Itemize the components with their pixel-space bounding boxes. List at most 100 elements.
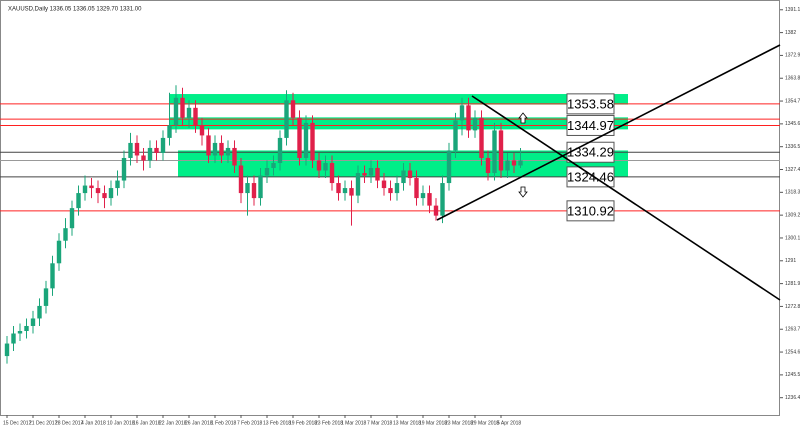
candle-body: [212, 142, 218, 156]
candle-body: [199, 125, 205, 136]
candle-body: [167, 125, 172, 138]
x-tick-label: 7 Feb 2018: [237, 420, 263, 426]
candle-body: [30, 318, 36, 326]
candle-body: [362, 173, 367, 176]
candle-body: [336, 183, 341, 194]
y-tick-label: 1354.7: [785, 98, 800, 104]
candle-body: [225, 147, 231, 156]
candle-body: [271, 162, 276, 169]
candle-body: [219, 142, 224, 156]
candle-body: [121, 157, 127, 181]
candle-body: [511, 160, 517, 166]
candle-body: [368, 168, 374, 176]
candle-body: [180, 97, 185, 118]
x-tick-label: 13 Mar 2018: [393, 420, 421, 426]
y-tick-label: 1300.1: [785, 235, 800, 241]
zone: [170, 94, 628, 105]
candle-body: [69, 208, 75, 229]
x-tick-label: 7 Mar 2018: [367, 420, 393, 426]
candle-body: [394, 183, 400, 194]
candle-body: [505, 160, 510, 171]
candle-body: [427, 193, 432, 206]
candle-body: [154, 147, 159, 153]
chart-title: XAUUSD,Daily 1336.05 1336.05 1329.70 133…: [8, 7, 142, 13]
candle-body: [160, 137, 166, 153]
candle-body: [89, 185, 94, 189]
candle-body: [316, 160, 322, 171]
candle-body: [258, 175, 263, 199]
y-tick-label: 1272.8: [785, 304, 800, 310]
y-tick-label: 1309.2: [785, 212, 800, 218]
candle-body: [492, 130, 497, 174]
x-tick-label: 1 Mar 2018: [341, 420, 367, 426]
y-tick-label: 1291: [785, 258, 796, 264]
candle-body: [37, 305, 42, 319]
x-tick-label: 16 Jan 2018: [133, 420, 161, 426]
candle-body: [440, 183, 445, 216]
candle-body: [108, 188, 114, 199]
candle-body: [297, 117, 302, 158]
x-tick-label: 29 Mar 2018: [471, 420, 499, 426]
candle-body: [186, 107, 192, 118]
y-tick-label: 1263.7: [785, 327, 800, 333]
x-tick-label: 23 Mar 2018: [445, 420, 473, 426]
candle-body: [24, 325, 29, 331]
candle-body: [290, 100, 296, 118]
candle-body: [472, 117, 478, 131]
x-tick-label: 4 Jan 2018: [81, 420, 106, 426]
x-tick-label: 5 Apr 2018: [497, 420, 521, 426]
x-tick-label: 26 Jan 2018: [185, 420, 213, 426]
candle-body: [446, 150, 452, 184]
candle-body: [303, 122, 309, 158]
candle-body: [50, 263, 55, 289]
y-tick-label: 1336.5: [785, 144, 800, 150]
candle-body: [115, 180, 120, 189]
candle-body: [329, 162, 335, 184]
candle-body: [141, 155, 146, 161]
candle-body: [264, 168, 270, 176]
x-tick-label: 23 Feb 2018: [315, 420, 343, 426]
x-tick-label: 22 Jan 2018: [159, 420, 187, 426]
candle-body: [375, 168, 380, 181]
candle-body: [323, 162, 328, 171]
candle-body: [518, 160, 523, 166]
candle-body: [245, 183, 250, 194]
candle-body: [310, 122, 315, 161]
y-tick-label: 1345.6: [785, 121, 800, 127]
y-tick-label: 1281.9: [785, 281, 800, 287]
candle-body: [459, 105, 465, 121]
candle-body: [134, 142, 140, 156]
y-tick-label: 1327.4: [785, 167, 800, 173]
candle-body: [433, 205, 439, 216]
candle-body: [193, 107, 198, 126]
level-label: 1310.92: [567, 203, 614, 218]
y-tick-label: 1236.4: [785, 395, 800, 401]
candle-body: [147, 147, 153, 161]
candle-body: [76, 193, 81, 209]
candle-body: [381, 180, 387, 189]
candle-body: [414, 178, 419, 199]
y-tick-label: 1382: [785, 30, 796, 36]
candle-body: [342, 188, 348, 194]
candle-body: [453, 120, 458, 151]
y-tick-label: 1391.1: [785, 7, 800, 13]
candle-body: [277, 137, 283, 163]
candle-body: [420, 193, 426, 199]
candle-body: [407, 170, 413, 179]
x-tick-label: 28 Dec 2017: [55, 420, 84, 426]
candle-body: [485, 157, 491, 174]
candle-body: [173, 97, 179, 126]
candle-body: [251, 183, 257, 199]
candle-body: [11, 333, 16, 344]
x-tick-label: 15 Dec 2017: [3, 420, 32, 426]
candle-body: [238, 165, 244, 194]
candle-body: [401, 170, 406, 184]
y-tick-label: 1372.9: [785, 53, 800, 59]
x-tick-label: 10 Jan 2018: [107, 420, 135, 426]
x-tick-label: 19 Feb 2018: [289, 420, 317, 426]
candle-body: [232, 147, 237, 166]
level-label: 1334.29: [567, 145, 614, 160]
candle-body: [17, 330, 23, 334]
